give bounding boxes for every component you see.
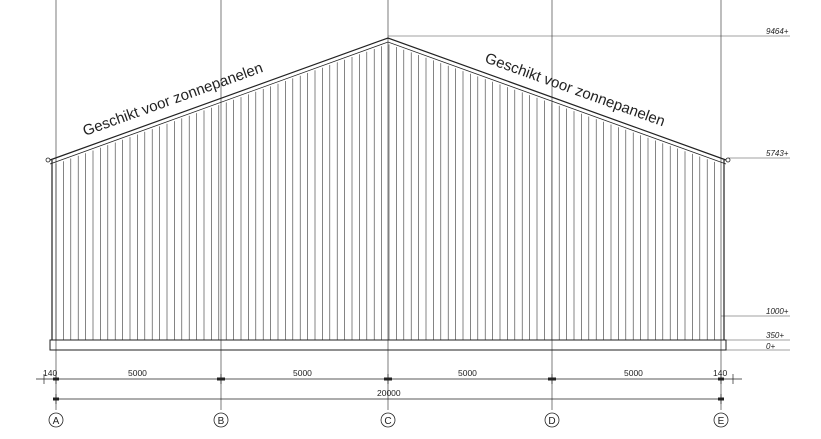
roof-outline xyxy=(49,37,727,161)
axis-bubble-a xyxy=(48,412,64,428)
roof-outline-inner xyxy=(49,41,727,165)
axis-bubble-e xyxy=(713,412,729,428)
axis-bubble-c xyxy=(380,412,396,428)
foundation-strip xyxy=(49,339,727,351)
axis-label-c: C xyxy=(384,416,391,427)
level-label-1000: 1000+ xyxy=(766,307,789,316)
axis-bubble-d xyxy=(544,412,560,428)
dim-bay-4: 5000 xyxy=(624,368,643,378)
level-label-0: 0+ xyxy=(766,342,775,351)
dim-total: 20000 xyxy=(377,388,401,398)
level-label-ridge: 9464+ xyxy=(766,27,789,36)
level-label-350: 350+ xyxy=(766,331,784,340)
dim-bay-2: 5000 xyxy=(293,368,312,378)
dim-bay-1: 5000 xyxy=(128,368,147,378)
axis-label-d: D xyxy=(548,416,555,427)
dim-edge-left: 140 xyxy=(43,368,57,378)
eave-node-right xyxy=(725,157,731,163)
axis-label-b: B xyxy=(218,416,225,427)
wall-cladding xyxy=(55,44,715,340)
roof-label-left: Geschikt voor zonnepanelen xyxy=(81,59,266,139)
level-label-eave: 5743+ xyxy=(766,149,789,158)
dim-bay-3: 5000 xyxy=(458,368,477,378)
roof-label-right: Geschikt voor zonnepanelen xyxy=(483,50,668,130)
axis-label-e: E xyxy=(718,416,725,427)
dim-edge-right: 140 xyxy=(713,368,727,378)
axis-label-a: A xyxy=(53,416,60,427)
axis-bubble-b xyxy=(213,412,229,428)
eave-node-left xyxy=(45,157,51,163)
